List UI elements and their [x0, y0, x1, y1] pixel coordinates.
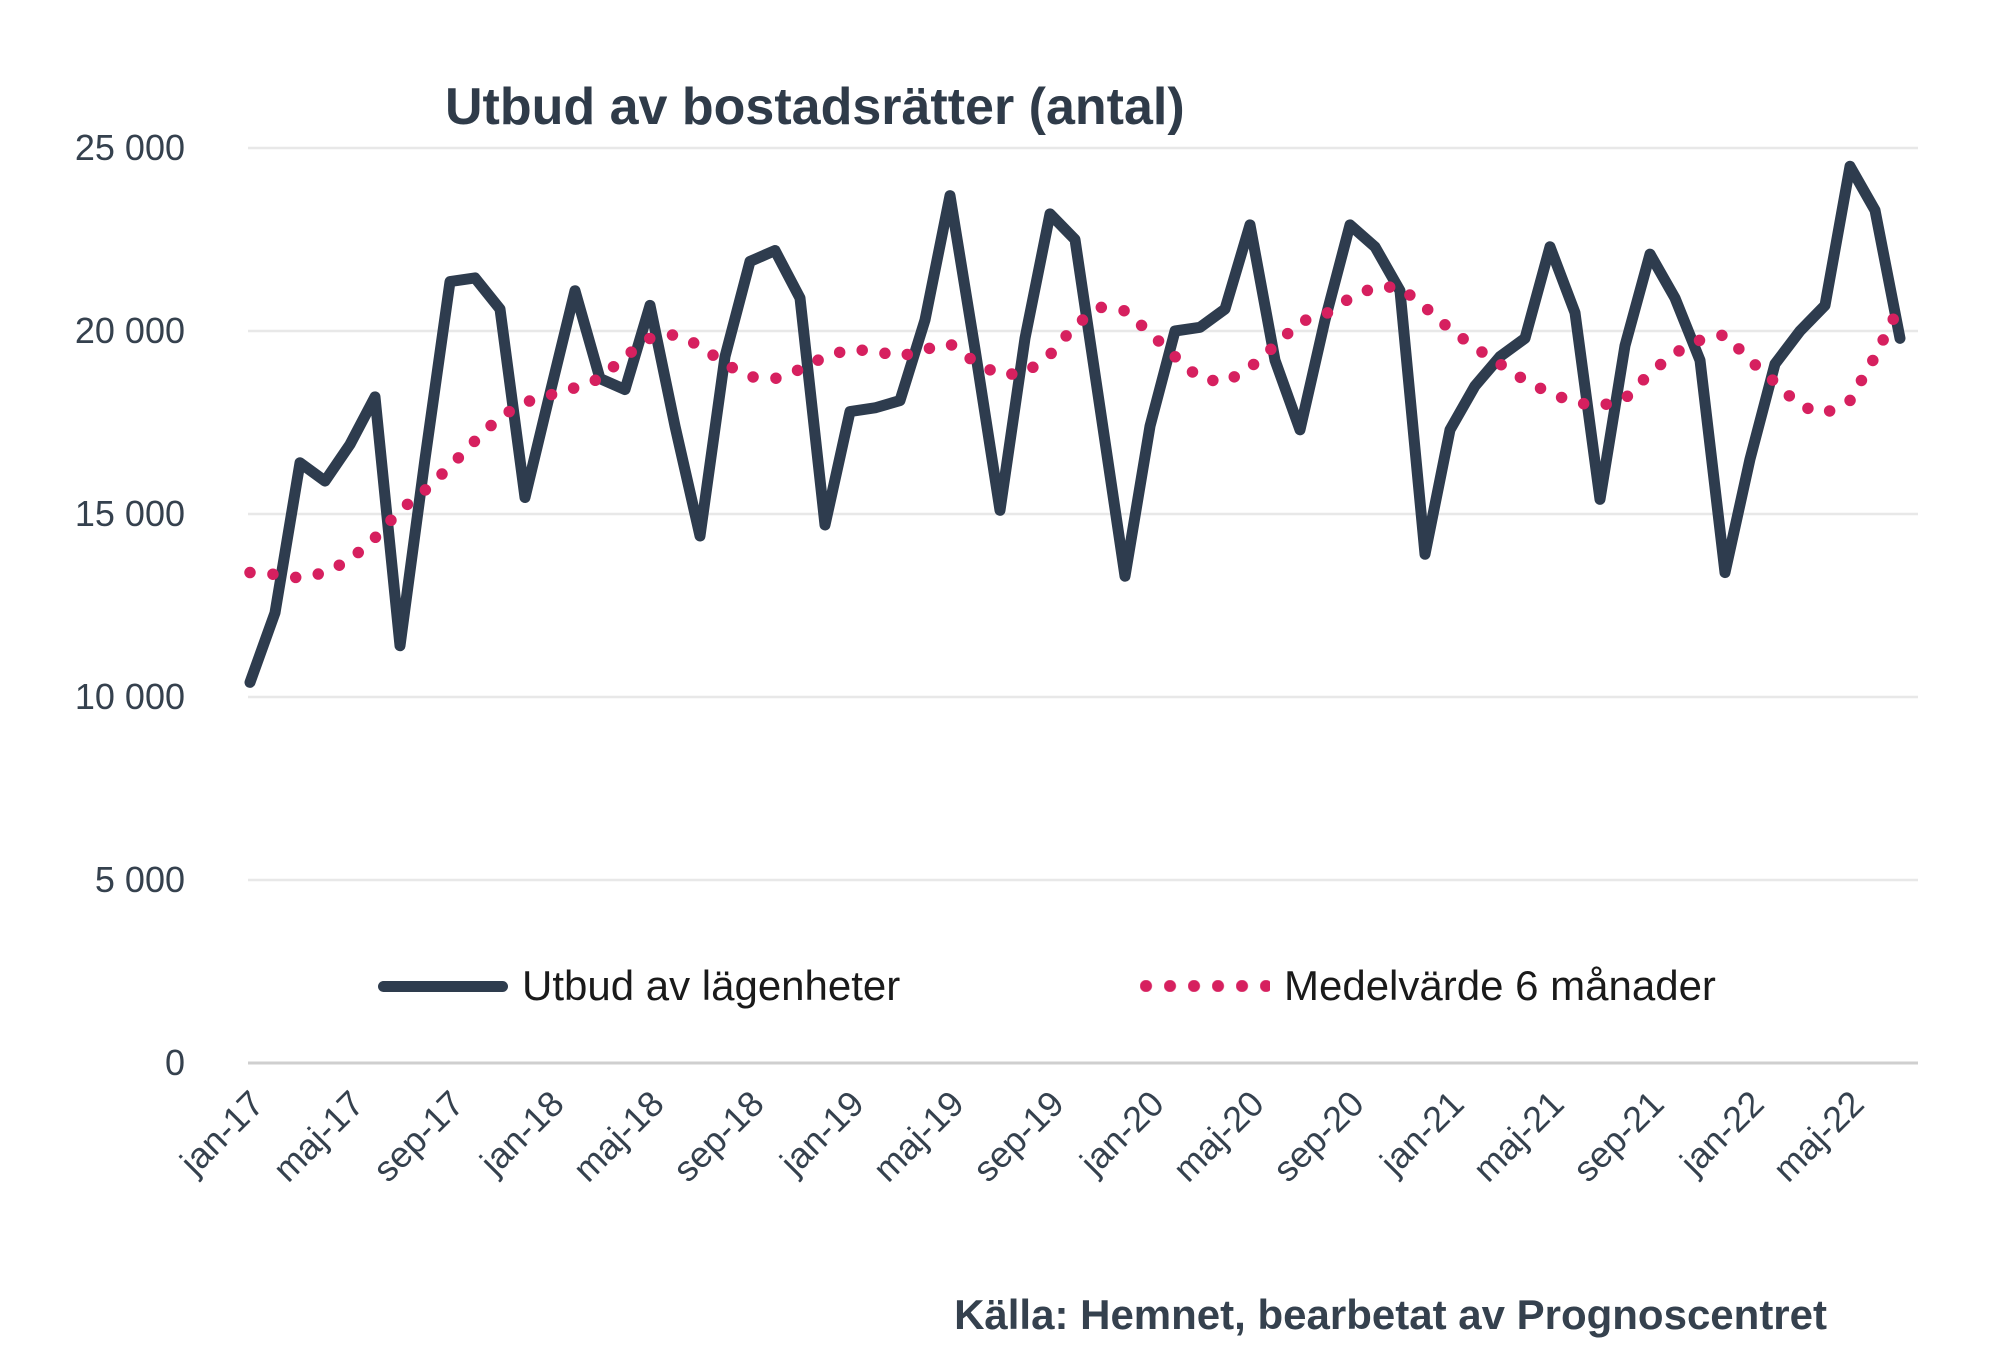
x-axis-label-jan-20: jan-20: [1071, 1083, 1171, 1183]
legend-entry-average: Medelvärde 6 månader: [1140, 958, 1716, 1014]
legend-label-supply: Utbud av lägenheter: [522, 962, 901, 1009]
y-axis-label-5000: 5 000: [95, 859, 185, 900]
x-axis-label-maj-21: maj-21: [1465, 1083, 1572, 1190]
chart-title: Utbud av bostadsrätter (antal): [445, 77, 1185, 136]
x-axis-label-jan-22: jan-22: [1671, 1083, 1771, 1183]
x-axis-label-sep-19: sep-19: [965, 1083, 1072, 1190]
x-axis-label-maj-22: maj-22: [1765, 1083, 1872, 1190]
y-axis-label-20000: 20 000: [75, 310, 185, 351]
chart-legend: Utbud av lägenheter Medelvärde 6 månader: [0, 958, 2000, 1018]
x-axis-label-maj-17: maj-17: [265, 1083, 372, 1190]
source-note: Källa: Hemnet, bearbetat av Prognoscentr…: [954, 1291, 1827, 1338]
x-axis-label-sep-21: sep-21: [1565, 1083, 1672, 1190]
x-axis-label-jan-21: jan-21: [1371, 1083, 1471, 1183]
x-axis-label-jan-19: jan-19: [771, 1083, 871, 1183]
legend-dotted-line-swatch: [1140, 980, 1270, 992]
x-axis-label-maj-18: maj-18: [565, 1083, 672, 1190]
legend-entry-supply: Utbud av lägenheter: [378, 958, 900, 1014]
x-axis-label-maj-19: maj-19: [865, 1083, 972, 1190]
x-axis-label-sep-20: sep-20: [1265, 1083, 1372, 1190]
y-axis-label-0: 0: [165, 1042, 185, 1083]
y-axis-label-15000: 15 000: [75, 493, 185, 534]
x-axis-label-jan-18: jan-18: [471, 1083, 571, 1183]
x-axis-label-maj-20: maj-20: [1165, 1083, 1272, 1190]
x-axis-label-sep-18: sep-18: [665, 1083, 772, 1190]
legend-solid-line-swatch: [378, 980, 508, 992]
series-average: [244, 281, 1906, 584]
series-supply: [244, 160, 1906, 688]
x-axis-label-jan-17: jan-17: [171, 1083, 271, 1183]
y-axis-label-10000: 10 000: [75, 676, 185, 717]
x-axis-label-sep-17: sep-17: [365, 1083, 472, 1190]
legend-label-average: Medelvärde 6 månader: [1284, 962, 1716, 1009]
y-axis-label-25000: 25 000: [75, 127, 185, 168]
